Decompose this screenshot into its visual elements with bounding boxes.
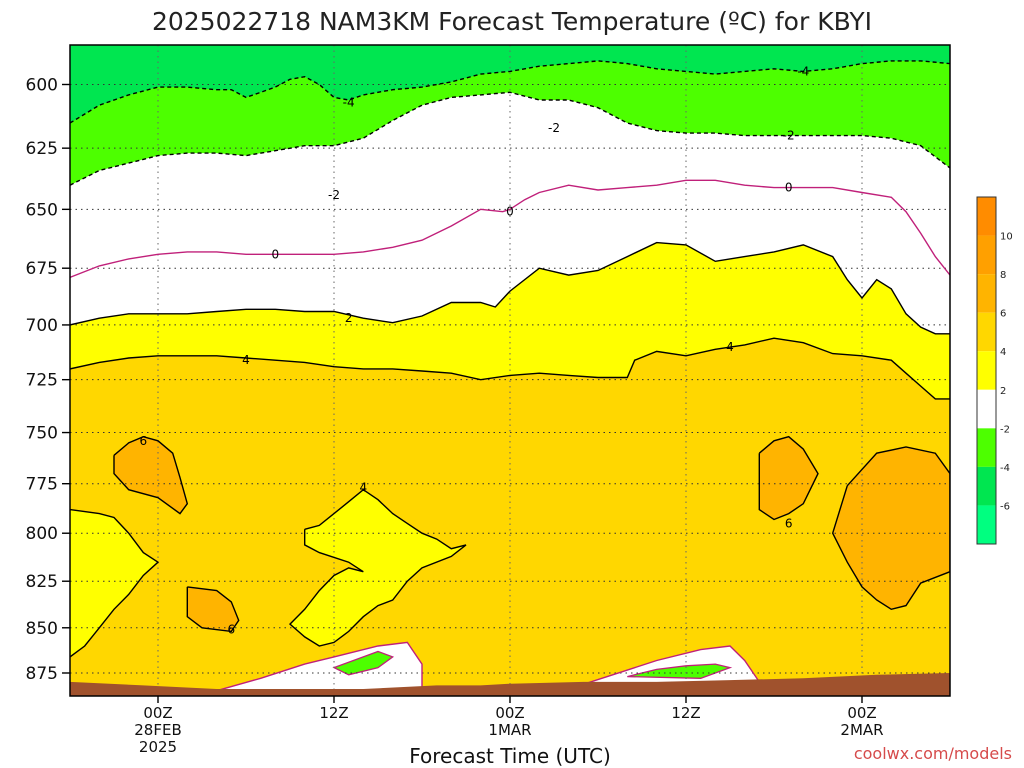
x-tick-label-30-1: 1MAR: [488, 721, 531, 739]
contours: [70, 60, 950, 693]
isotherm-4-10: [70, 508, 160, 658]
colorbar-frame: [976, 196, 997, 545]
y-tick-label-875: 875: [26, 664, 58, 684]
region-fill-4-5: [70, 509, 158, 696]
y-tick-label-725: 725: [26, 371, 58, 391]
chart-title: 2025022718 NAM3KM Forecast Temperature (…: [152, 7, 872, 36]
isotherm-label-0-2-2: 0: [785, 181, 793, 195]
x-tick-label-54-0: 00Z: [847, 704, 876, 722]
colorbar-swatch-4-6: [977, 312, 996, 352]
colorbar-swatch-8-10: [977, 235, 996, 275]
isotherm-label-0-2-1: 0: [506, 205, 514, 219]
terrain-mask: [70, 673, 950, 696]
colorbar-swatch-m8-m6: [977, 505, 996, 544]
colorbar-swatch-m4-m2: [977, 428, 996, 467]
isotherm-0-12: [568, 645, 760, 690]
colorbar-label-m2: -2: [1000, 424, 1010, 435]
watermark: coolwx.com/models: [854, 744, 1012, 763]
colorbar-swatch-6-8: [977, 274, 996, 313]
region-fill-6-2: [759, 436, 818, 520]
isotherm-0-11: [216, 641, 423, 693]
isotherm-label-m4-0-1: -4: [797, 64, 809, 78]
isotherm-label-m4-0-0: -4: [343, 96, 355, 110]
isotherm-6-7: [758, 435, 819, 521]
colorbar-label-10: 10: [1000, 232, 1013, 243]
isotherm-m4-0: [70, 60, 950, 124]
colorbar-label-m4: -4: [1000, 463, 1010, 474]
y-tick-label-650: 650: [26, 200, 58, 220]
isotherm-label-0-2-0: 0: [272, 247, 280, 261]
x-tick-label-6-0: 00Z: [143, 704, 172, 722]
isotherm-label-4-4-1: 4: [726, 340, 734, 354]
colorbar-swatch-10-12: [977, 197, 996, 236]
isotherm-label-4-4-0: 4: [242, 353, 250, 367]
region-fill-0-6: [141, 642, 422, 696]
isotherm-4-4: [70, 337, 950, 400]
y-tick-label-825: 825: [26, 572, 58, 592]
isotherm-label-m2-1-2: -2: [783, 129, 795, 143]
x-tick-label-30-0: 00Z: [495, 704, 524, 722]
y-tick-label-625: 625: [26, 139, 58, 159]
isotherm-label-6-5-0: 6: [140, 434, 148, 448]
contour-labels: -4 -4 -2 -2 -2 0 0 0 2 4 4 6 4 6 6: [140, 64, 810, 637]
colorbar-label-2: 2: [1000, 386, 1006, 397]
x-tick-label-6-2: 2025: [139, 738, 177, 756]
x-axis-label: Forecast Time (UTC): [409, 744, 611, 768]
isotherm-label-m2-1-1: -2: [548, 121, 560, 135]
y-tick-label-750: 750: [26, 424, 58, 444]
isotherm-6-9: [831, 446, 950, 611]
y-tick-label-600: 600: [26, 75, 58, 95]
isotherm-6-8: [186, 586, 240, 633]
isotherm-label-6-7-0: 6: [785, 516, 793, 530]
isotherm-m2-1: [70, 91, 950, 186]
plot-area: [70, 45, 950, 696]
cold-pocket-0: [332, 650, 395, 676]
x-tick-label-6-1: 28FEB: [134, 721, 181, 739]
terrain: [70, 673, 950, 696]
colorbar-label-6: 6: [1000, 309, 1006, 320]
band-fill-above-4: [70, 338, 950, 696]
isotherm-6-5: [113, 435, 189, 515]
colorbar-swatch-2-4: [977, 351, 996, 390]
cold-pocket-1: [627, 663, 733, 679]
isotherm-label-2-3-0: 2: [345, 311, 353, 325]
y-tick-label-675: 675: [26, 259, 58, 279]
y-axis: 600 625 650 675 700 725 750 775 800 825 850 875: [26, 75, 70, 684]
x-tick-label-18-0: 12Z: [319, 704, 348, 722]
colorbar: 10 8 6 4 2 -2 -4 -6: [976, 196, 1013, 545]
isotherm-label-6-8-0: 6: [228, 623, 236, 637]
temperature-bands: [70, 45, 950, 696]
x-tick-label-54-1: 2MAR: [840, 721, 883, 739]
isotherm-2-3: [70, 241, 950, 335]
region-fill-6-0: [114, 436, 188, 514]
y-tick-label-775: 775: [26, 475, 58, 495]
colorbar-label-8: 8: [1000, 270, 1006, 281]
isotherm-label-m2-1-0: -2: [328, 188, 340, 202]
colorbar-label-m6: -6: [1000, 501, 1010, 512]
y-tick-label-800: 800: [26, 524, 58, 544]
isotherm-4-6: [288, 488, 467, 647]
y-tick-label-850: 850: [26, 619, 58, 639]
x-tick-label-42-0: 12Z: [671, 704, 700, 722]
y-tick-label-700: 700: [26, 316, 58, 336]
isotherm-0-2: [70, 179, 950, 279]
colorbar-swatch-m6-m4: [977, 466, 996, 506]
cold-pockets: [332, 650, 733, 679]
isotherm-label-4-6-0: 4: [360, 481, 368, 495]
colorbar-swatch-m2-2: [977, 389, 996, 429]
colorbar-label-4: 4: [1000, 347, 1006, 358]
